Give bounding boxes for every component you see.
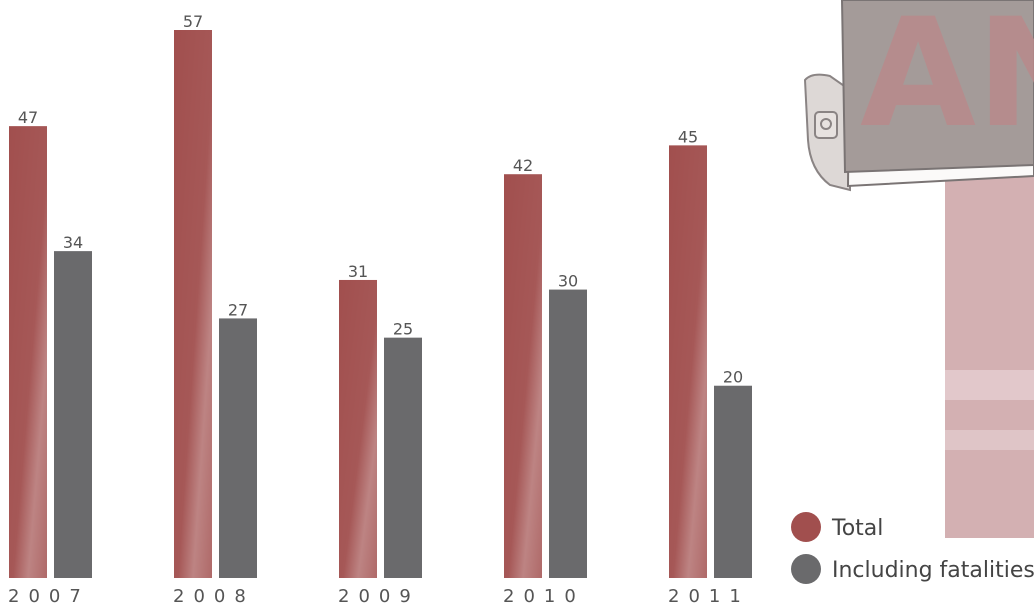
sign-clamp <box>814 111 838 139</box>
value-label: 25 <box>393 320 413 339</box>
value-label: 27 <box>228 300 248 319</box>
value-label: 30 <box>558 272 578 291</box>
x-tick-label: 2009 <box>338 586 420 607</box>
legend-label: Total <box>831 516 883 541</box>
legend-swatch <box>791 512 821 542</box>
value-label: 20 <box>723 368 743 387</box>
x-tick-label: 2011 <box>668 586 750 607</box>
x-tick-label: 2007 <box>8 586 90 607</box>
bar <box>54 251 92 578</box>
sign-post-stripe <box>945 430 1034 450</box>
x-tick-label: 2008 <box>173 586 255 607</box>
x-tick-label: 2010 <box>503 586 585 607</box>
sign-post <box>945 170 1034 538</box>
sign-post-stripe <box>945 370 1034 400</box>
bar <box>549 289 587 578</box>
sign-text: AN <box>860 0 1034 161</box>
bar-texture <box>339 279 377 578</box>
bar-texture <box>9 126 47 578</box>
value-label: 57 <box>183 12 203 31</box>
value-label: 42 <box>513 156 533 175</box>
value-label: 31 <box>348 262 368 281</box>
bar <box>384 337 422 578</box>
value-label: 34 <box>63 233 83 252</box>
sign-bolt <box>820 118 832 130</box>
value-label: 47 <box>18 108 38 127</box>
sign-illustration: AN <box>803 0 1034 538</box>
sign-board <box>840 0 1034 174</box>
bar-texture <box>669 145 707 579</box>
legend-label: Including fatalities <box>832 558 1034 583</box>
bar-texture <box>504 174 542 579</box>
value-label: 45 <box>678 127 698 146</box>
bar <box>219 318 257 578</box>
legend-swatch <box>791 554 821 584</box>
bar <box>714 385 752 578</box>
bar-texture <box>174 30 212 578</box>
